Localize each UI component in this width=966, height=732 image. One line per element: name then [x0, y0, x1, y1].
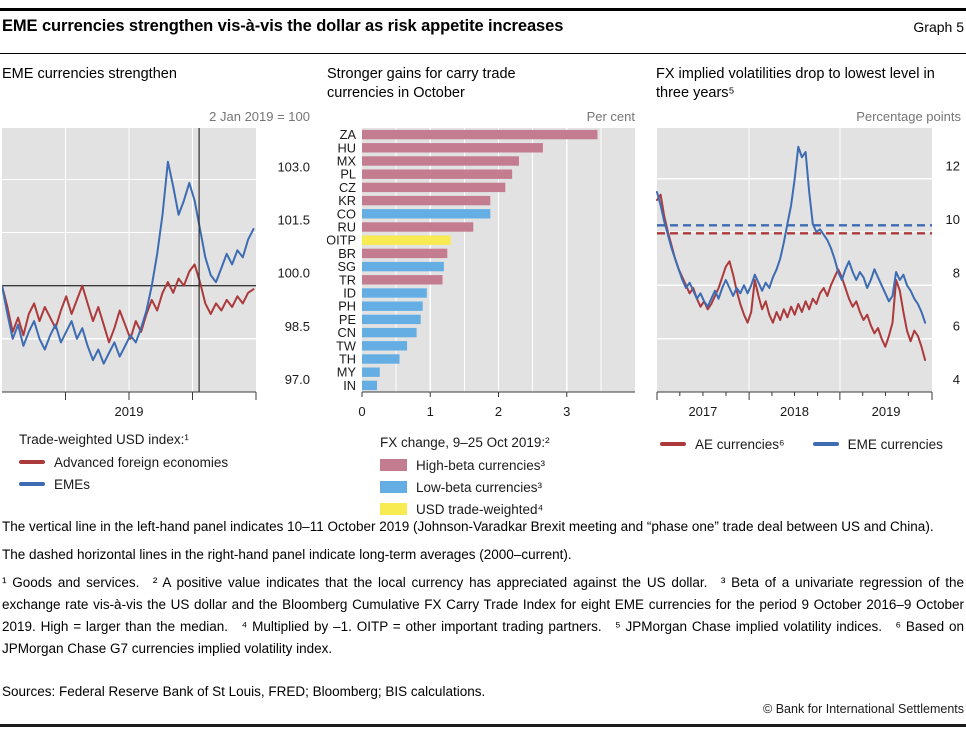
panel-usd-index: EME currencies strengthen 2 Jan 2019 = 1…: [2, 62, 318, 518]
svg-text:KR: KR: [338, 193, 356, 208]
svg-text:98.5: 98.5: [285, 319, 310, 334]
svg-text:0: 0: [358, 404, 365, 419]
legend-item-emes: EMEs: [19, 473, 228, 495]
bottom-rule: [0, 724, 966, 727]
notes-block: The vertical line in the left-hand panel…: [2, 516, 964, 666]
svg-text:6: 6: [953, 319, 960, 334]
low-beta-swatch: [380, 481, 407, 493]
usd-index-line-chart: 97.0 98.5 100.0 101.5 103.0 2019: [2, 128, 310, 419]
svg-text:2019: 2019: [115, 404, 144, 419]
svg-text:2018: 2018: [780, 404, 809, 419]
usd-trade-weighted-swatch: [380, 503, 407, 515]
graph-number-label: Graph 5: [913, 19, 964, 35]
unit-label-right: Percentage points: [856, 109, 961, 124]
svg-text:IN: IN: [343, 378, 356, 393]
svg-text:10: 10: [946, 212, 960, 227]
legend-item-high-beta: High-beta currencies³: [380, 454, 550, 476]
svg-text:OITP: OITP: [327, 233, 356, 248]
legend-label-usd-tw: USD trade-weighted⁴: [416, 501, 544, 517]
eme-line-swatch: [812, 442, 839, 446]
top-rule: [0, 8, 966, 11]
legend-label-ae: AE currencies⁶: [695, 436, 785, 452]
svg-text:ZA: ZA: [340, 128, 357, 142]
legend-label-high-beta: High-beta currencies³: [416, 457, 546, 473]
legend-label-low-beta: Low-beta currencies³: [416, 479, 543, 495]
ae-line-swatch: [660, 442, 686, 446]
svg-text:4: 4: [953, 372, 960, 387]
header-rule: [0, 53, 966, 54]
copyright-line: © Bank for International Settlements: [763, 702, 964, 716]
fx-change-bar-chart: ZAHUMXPLCZKRCORUOITPBRSGTRIDPHPECNTWTHMY…: [327, 128, 635, 419]
legend-item-low-beta: Low-beta currencies³: [380, 476, 550, 498]
panel-volatility: FX implied volatilities drop to lowest l…: [656, 62, 964, 518]
legend-label-emes: EMEs: [54, 476, 91, 492]
high-beta-swatch: [380, 459, 407, 471]
panel-title-middle: Stronger gains for carry trade currencie…: [327, 66, 516, 101]
page-title: EME currencies strengthen vis-à-vis the …: [2, 17, 564, 35]
svg-text:CZ: CZ: [339, 180, 356, 195]
svg-text:101.5: 101.5: [277, 213, 310, 228]
svg-text:RU: RU: [338, 220, 356, 235]
numbered-footnotes: ¹ Goods and services. ² A positive value…: [2, 575, 964, 656]
svg-text:CN: CN: [338, 325, 356, 340]
legend-left-heading: Trade-weighted USD index:¹: [19, 432, 189, 447]
svg-text:MX: MX: [337, 154, 357, 169]
svg-text:TR: TR: [339, 272, 356, 287]
svg-text:SG: SG: [338, 259, 357, 274]
afe-line-swatch: [19, 460, 45, 464]
legend-middle-heading: FX change, 9–25 Oct 2019:²: [380, 435, 550, 450]
svg-text:97.0: 97.0: [285, 372, 310, 387]
legend-item-afe: Advanced foreign economies: [19, 451, 228, 473]
svg-text:CO: CO: [337, 206, 356, 221]
svg-text:PH: PH: [338, 299, 356, 314]
svg-text:3: 3: [563, 404, 570, 419]
volatility-line-chart: 4 6 8 10 12 2017 2018 2019: [656, 128, 960, 419]
svg-text:ID: ID: [343, 286, 356, 301]
svg-text:MY: MY: [337, 365, 357, 380]
header: EME currencies strengthen vis-à-vis the …: [2, 17, 964, 36]
svg-text:100.0: 100.0: [277, 266, 310, 281]
sources-line: Sources: Federal Reserve Bank of St Loui…: [2, 684, 486, 699]
svg-text:2017: 2017: [688, 404, 717, 419]
svg-text:HU: HU: [338, 140, 356, 155]
panel-title-left: EME currencies strengthen: [2, 66, 177, 82]
svg-text:8: 8: [953, 265, 960, 280]
svg-text:103.0: 103.0: [277, 159, 310, 174]
svg-text:PL: PL: [340, 167, 356, 182]
svg-text:2: 2: [495, 404, 502, 419]
panel-carry-trade: Stronger gains for carry trade currencie…: [327, 62, 639, 518]
legend-item-eme: EME currencies: [812, 433, 943, 455]
legend-item-usd-tw: USD trade-weighted⁴: [380, 498, 550, 520]
svg-text:2019: 2019: [872, 404, 901, 419]
svg-text:BR: BR: [338, 246, 356, 261]
svg-text:1: 1: [427, 404, 434, 419]
legend-middle: FX change, 9–25 Oct 2019:² High-beta cur…: [380, 432, 550, 520]
panel-title-right: FX implied volatilities drop to lowest l…: [656, 66, 935, 101]
unit-label-middle: Per cent: [586, 109, 635, 124]
emes-line-swatch: [19, 482, 45, 486]
svg-text:TH: TH: [339, 352, 356, 367]
note-vertical-line: The vertical line in the left-hand panel…: [2, 519, 934, 534]
svg-text:TW: TW: [336, 338, 357, 353]
legend-label-eme: EME currencies: [847, 436, 943, 452]
note-dashed-lines: The dashed horizontal lines in the right…: [2, 547, 572, 562]
svg-text:PE: PE: [339, 312, 356, 327]
legend-item-ae: AE currencies⁶: [660, 433, 785, 455]
unit-label-left: 2 Jan 2019 = 100: [209, 109, 310, 124]
legend-left: Trade-weighted USD index:¹ Advanced fore…: [19, 429, 228, 495]
legend-right: AE currencies⁶ EME currencies: [660, 433, 943, 455]
svg-text:12: 12: [946, 159, 960, 174]
legend-label-afe: Advanced foreign economies: [54, 454, 229, 470]
